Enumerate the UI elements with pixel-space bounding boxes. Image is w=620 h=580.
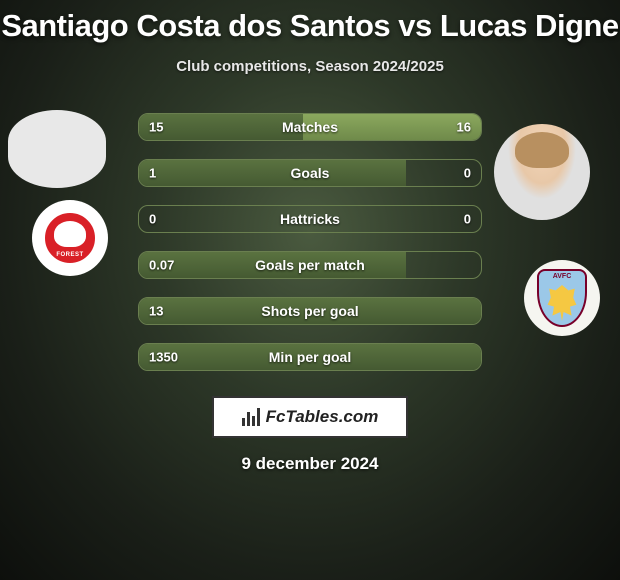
stat-right-value: 0 xyxy=(464,212,471,227)
comparison-card: Santiago Costa dos Santos vs Lucas Digne… xyxy=(0,0,620,580)
subtitle: Club competitions, Season 2024/2025 xyxy=(0,58,620,75)
stat-left-value: 0 xyxy=(149,212,156,227)
stat-bars: 15 16 Matches 1 0 Goals 0 0 Hattricks 0.07 Goals p… xyxy=(138,113,482,389)
page-title: Santiago Costa dos Santos vs Lucas Digne xyxy=(0,8,620,44)
stat-right-value: 0 xyxy=(464,166,471,181)
stat-left-fill xyxy=(139,160,406,186)
stat-left-fill xyxy=(139,114,303,140)
stat-row: 1350 Min per goal xyxy=(138,343,482,371)
stat-row: 13 Shots per goal xyxy=(138,297,482,325)
stat-label: Hattricks xyxy=(280,211,340,227)
stat-label: Goals xyxy=(291,165,330,181)
stat-left-value: 15 xyxy=(149,120,163,135)
stats-area: 15 16 Matches 1 0 Goals 0 0 Hattricks 0.07 Goals p… xyxy=(0,113,620,383)
stat-row: 15 16 Matches xyxy=(138,113,482,141)
stat-left-value: 1350 xyxy=(149,350,178,365)
stat-right-value: 16 xyxy=(457,120,471,135)
stat-label: Min per goal xyxy=(269,349,351,365)
stat-left-value: 13 xyxy=(149,304,163,319)
bar-chart-icon xyxy=(242,408,260,426)
stat-row: 0.07 Goals per match xyxy=(138,251,482,279)
stat-label: Goals per match xyxy=(255,257,365,273)
fctables-label: FcTables.com xyxy=(266,407,379,427)
stat-left-value: 0.07 xyxy=(149,258,174,273)
fctables-watermark: FcTables.com xyxy=(212,396,408,438)
stat-label: Shots per goal xyxy=(261,303,358,319)
stat-label: Matches xyxy=(282,119,338,135)
date-label: 9 december 2024 xyxy=(241,454,378,474)
stat-left-value: 1 xyxy=(149,166,156,181)
stat-row: 0 0 Hattricks xyxy=(138,205,482,233)
stat-row: 1 0 Goals xyxy=(138,159,482,187)
